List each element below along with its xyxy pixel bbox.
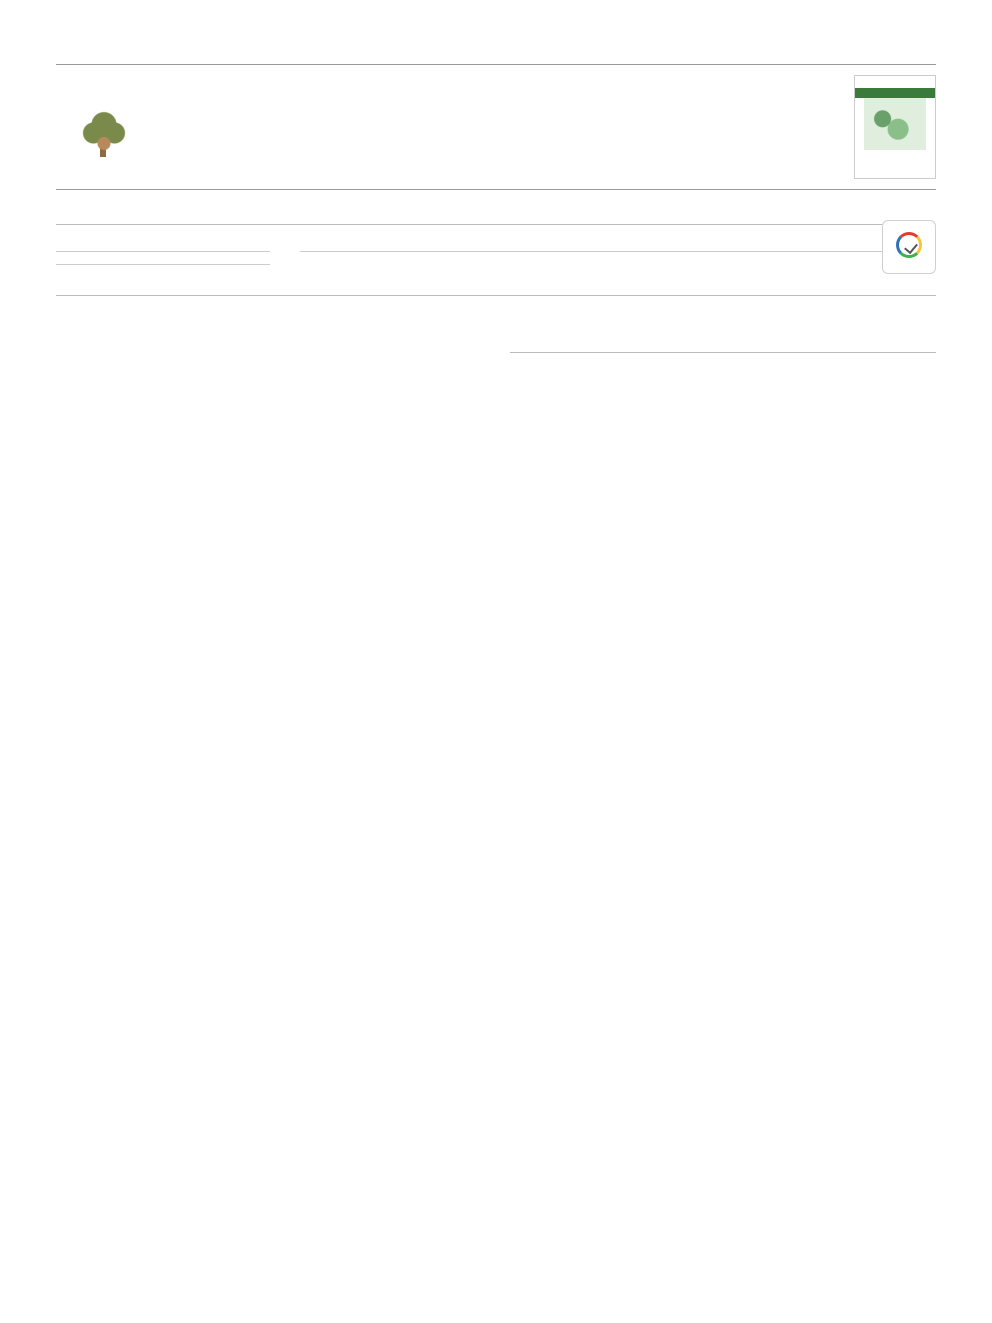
crossmark-badge[interactable] [882,220,936,274]
divider [56,264,270,265]
divider [56,224,882,225]
masthead-center [168,120,838,134]
divider [300,251,882,252]
elsevier-tree-icon [69,105,139,175]
body-text [56,352,936,370]
info-abstract-row [56,239,882,277]
masthead [56,64,936,190]
elsevier-logo [56,75,152,179]
journal-cover-thumb [854,75,936,179]
abstract-column [300,239,882,277]
footnotes [510,352,936,359]
divider [56,295,936,296]
cover-image-icon [864,98,926,150]
article-info-column [56,239,270,277]
crossmark-ring-icon [896,232,922,258]
divider [56,251,270,252]
